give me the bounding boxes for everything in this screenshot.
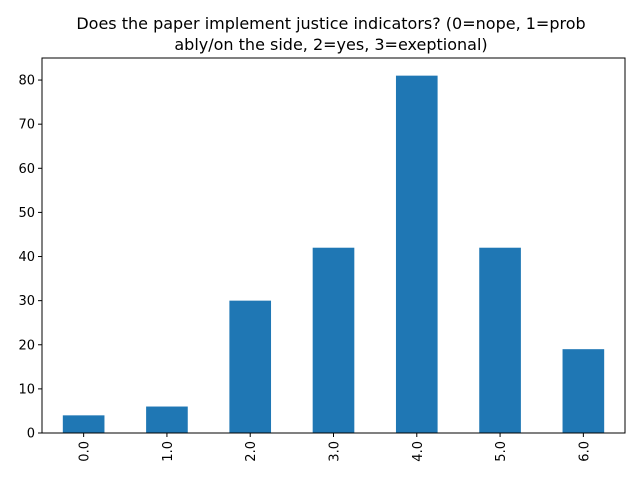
plot-frame (41, 57, 626, 434)
x-tick-label: 6.0 (577, 441, 592, 462)
bar-6.0 (562, 349, 605, 433)
x-tick-label: 3.0 (328, 441, 343, 462)
y-axis-ticks: 0 10 20 30 40 50 60 70 80 (18, 74, 42, 442)
y-tick-label: 80 (18, 74, 35, 89)
x-tick-label: 1.0 (161, 441, 176, 462)
y-tick-label: 70 (18, 118, 35, 133)
bar-4.0 (395, 75, 438, 434)
y-tick-label: 10 (18, 382, 35, 397)
y-tick-label: 40 (18, 250, 35, 265)
chart-title-line-1: Does the paper implement justice indicat… (76, 14, 585, 33)
bar-3.0 (312, 247, 355, 433)
x-tick-label: 0.0 (78, 441, 93, 462)
x-tick-label: 2.0 (244, 441, 259, 462)
x-axis-ticks: 0.0 1.0 2.0 3.0 4.0 5.0 6.0 (78, 433, 592, 462)
chart-title-line-2: ably/on the side, 2=yes, 3=exeptional) (174, 35, 487, 54)
bar-5.0 (479, 247, 521, 433)
y-tick-label: 20 (18, 338, 35, 353)
bars-group (62, 75, 605, 434)
y-tick-label: 60 (18, 162, 35, 177)
bar-0.0 (62, 415, 105, 433)
y-tick-label: 50 (18, 206, 35, 221)
bar-2.0 (229, 300, 272, 433)
x-tick-label: 4.0 (411, 441, 426, 462)
bar-1.0 (146, 406, 188, 433)
x-tick-label: 5.0 (494, 441, 509, 462)
y-tick-label: 30 (18, 294, 35, 309)
y-tick-label: 0 (27, 427, 35, 442)
